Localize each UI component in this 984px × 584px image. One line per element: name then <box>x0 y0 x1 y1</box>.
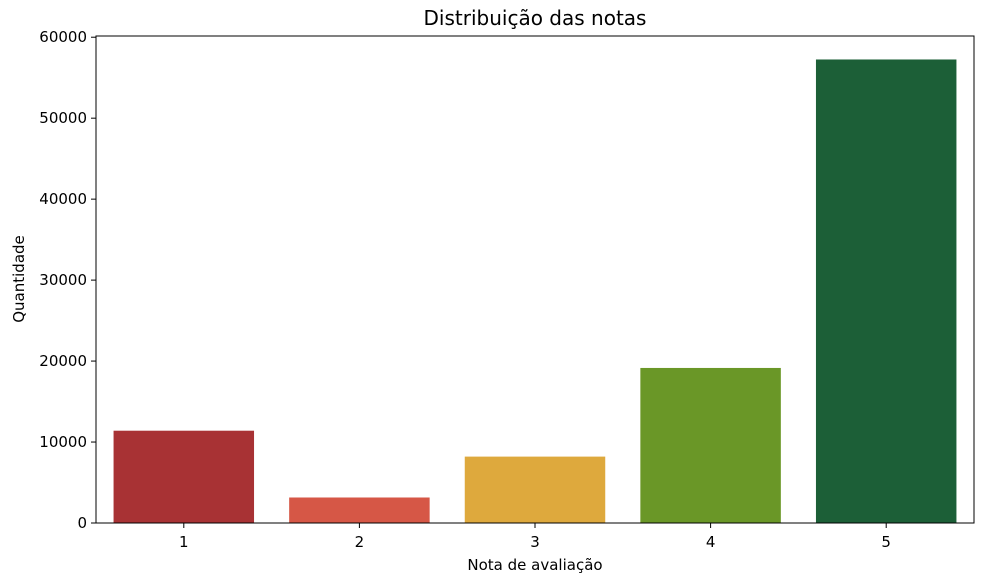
y-tick-label: 60000 <box>39 28 87 46</box>
y-tick-label: 10000 <box>39 433 87 451</box>
x-axis-label: Nota de avaliação <box>467 556 602 574</box>
x-tick-label: 5 <box>881 533 891 551</box>
y-axis-label: Quantidade <box>10 235 28 323</box>
y-tick-label: 50000 <box>39 109 87 127</box>
bar-1 <box>113 430 255 523</box>
chart-title: Distribuição das notas <box>424 6 647 30</box>
bar-2 <box>289 497 430 523</box>
x-axis-ticks: 1 2 3 4 5 <box>179 523 891 551</box>
x-tick-label: 4 <box>706 533 716 551</box>
x-tick-label: 2 <box>355 533 365 551</box>
bar-3 <box>464 456 606 523</box>
bars-group <box>113 59 957 523</box>
bar-5 <box>815 59 957 523</box>
plot-frame <box>95 35 975 524</box>
x-tick-label: 3 <box>530 533 540 551</box>
y-axis-ticks: 0 10000 20000 30000 40000 50000 60000 <box>39 28 96 532</box>
y-tick-label: 40000 <box>39 190 87 208</box>
y-tick-label: 0 <box>77 514 87 532</box>
x-tick-label: 1 <box>179 533 189 551</box>
bar-4 <box>640 367 781 523</box>
y-tick-label: 30000 <box>39 271 87 289</box>
y-tick-label: 20000 <box>39 352 87 370</box>
